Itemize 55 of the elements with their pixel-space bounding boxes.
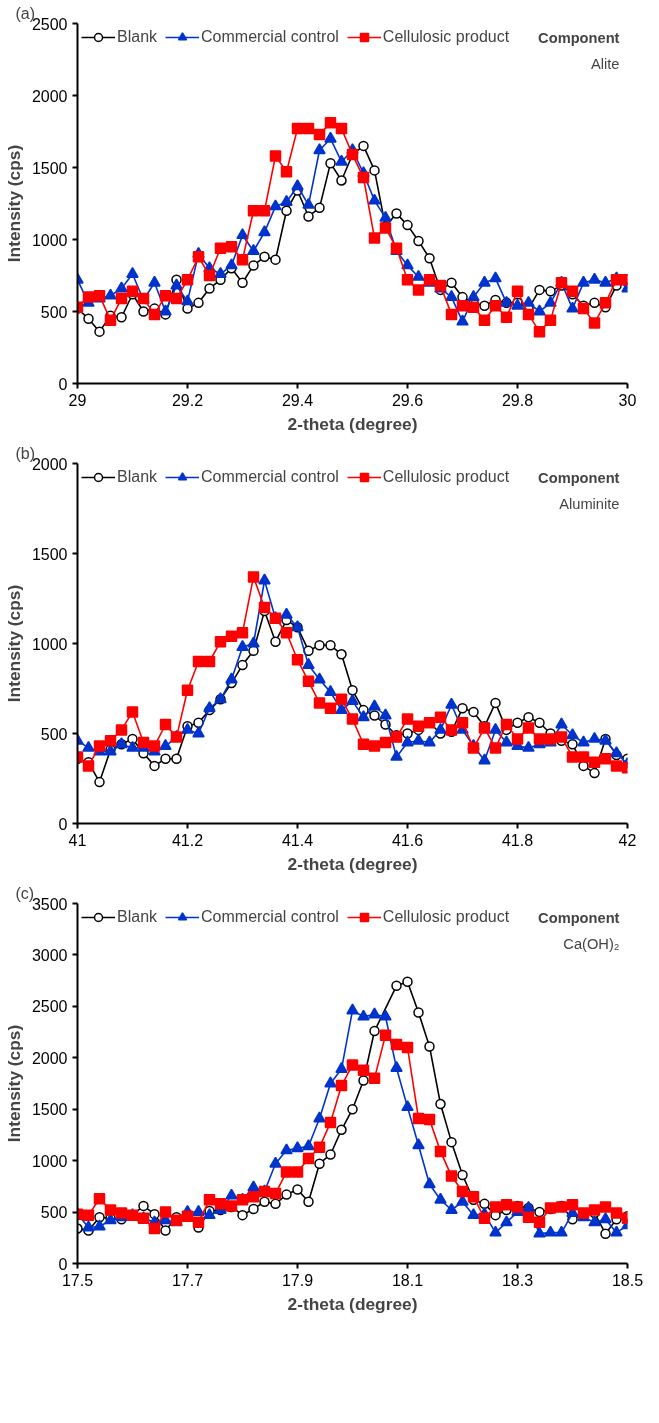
x-tick-label: 29.6 [391,391,424,409]
legend-label: Cellulosic product [382,908,510,926]
y-tick-label: 1000 [31,231,68,249]
x-tick-label: 18.5 [611,1271,644,1289]
y-tick-label: 1500 [31,1101,68,1119]
x-tick-label: 41.6 [391,831,424,849]
annotation: Component [538,29,620,46]
x-axis-title: 2-theta (degree) [287,1293,418,1314]
x-tick-label: 30 [618,391,637,409]
y-tick-label: 0 [58,1255,68,1273]
annotation: Aluminite [559,495,620,512]
legend-label: Blank [117,468,158,486]
y-axis-title: Intensity (cps) [3,584,24,703]
legend-label: Commercial control [201,468,339,486]
annotation: Ca(OH)₂ [563,935,620,952]
x-tick-label: 29.8 [501,391,534,409]
x-tick-label: 29.4 [281,391,314,409]
y-tick-label: 2500 [31,998,68,1016]
annotation: Component [538,909,620,926]
y-tick-label: 2000 [31,1049,68,1067]
y-tick-label: 1500 [31,545,68,563]
x-tick-label: 29 [68,391,87,409]
x-tick-label: 18.1 [391,1271,424,1289]
legend-label: Cellulosic product [382,28,510,46]
legend-label: Cellulosic product [382,468,510,486]
y-tick-label: 2000 [31,87,68,105]
y-tick-label: 1500 [31,159,68,177]
x-tick-label: 41.2 [171,831,204,849]
legend-label: Commercial control [201,28,339,46]
x-tick-label: 17.9 [281,1271,314,1289]
x-tick-label: 18.3 [501,1271,534,1289]
x-tick-label: 29.2 [171,391,204,409]
y-tick-label: 500 [40,303,68,321]
x-axis-title: 2-theta (degree) [287,853,418,874]
y-tick-label: 0 [58,815,68,833]
y-tick-label: 500 [40,725,68,743]
y-tick-label: 3000 [31,946,68,964]
x-tick-label: 42 [618,831,637,849]
x-tick-label: 41.4 [281,831,314,849]
legend-label: Blank [117,28,158,46]
x-tick-label: 41.8 [501,831,534,849]
x-tick-label: 17.5 [61,1271,94,1289]
legend-label: Commercial control [201,908,339,926]
y-tick-label: 500 [40,1204,68,1222]
x-axis-title: 2-theta (degree) [287,413,418,434]
x-tick-label: 17.7 [171,1271,204,1289]
annotation: Component [538,469,620,486]
y-tick-label: 1000 [31,1152,68,1170]
annotation: Alite [590,55,620,72]
y-tick-label: 0 [58,375,68,393]
y-tick-label: 1000 [31,635,68,653]
y-axis-title: Intensity (cps) [3,1024,24,1143]
legend-label: Blank [117,908,158,926]
x-tick-label: 41 [68,831,87,849]
y-axis-title: Intensity (cps) [3,144,24,263]
